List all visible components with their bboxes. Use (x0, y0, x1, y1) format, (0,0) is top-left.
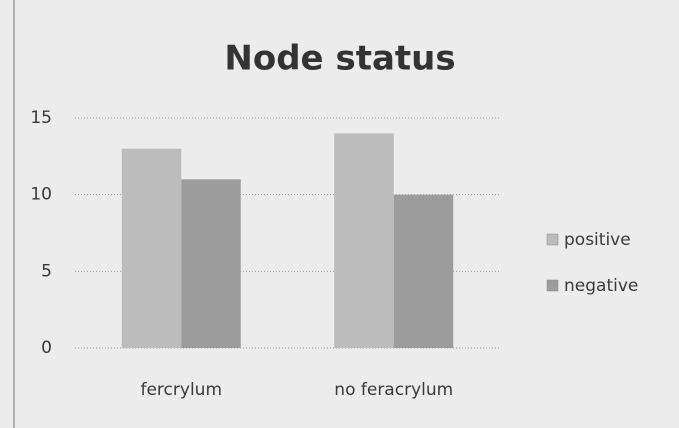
bar (121, 148, 182, 348)
bar (334, 133, 394, 348)
bar (393, 194, 454, 348)
y-tick-label: 0 (41, 338, 52, 358)
legend-swatch (546, 233, 559, 246)
legend-label: positive (564, 230, 631, 250)
legend-swatch (546, 279, 559, 292)
bar (181, 179, 241, 348)
x-tick-label: no feracrylum (334, 380, 453, 400)
y-tick-label: 15 (30, 108, 52, 128)
legend-label: negative (564, 276, 638, 296)
chart-title: Node status (224, 39, 455, 79)
y-tick-label: 10 (30, 185, 52, 205)
y-tick-label: 5 (41, 261, 52, 281)
x-tick-label: fercrylum (140, 380, 222, 400)
